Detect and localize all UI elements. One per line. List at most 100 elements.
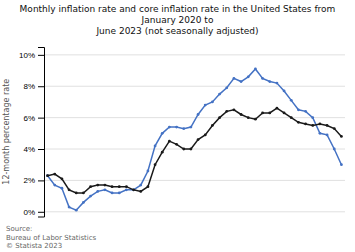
point [311,124,314,127]
point [225,86,228,89]
tick-mark [38,86,44,87]
tick-mark [38,180,44,181]
point [276,82,279,85]
point [68,206,71,209]
point [204,104,207,107]
point [111,192,114,195]
point [240,113,243,116]
grid-line [44,54,345,55]
tick: 6% [23,114,44,123]
grid-line [44,180,345,181]
point [240,80,243,83]
point [326,133,329,136]
tick-label: 10% [19,51,35,60]
point [233,108,236,111]
series-group [46,68,343,212]
point [340,163,343,166]
tick-mark [38,118,44,119]
point [132,188,135,191]
point [125,185,128,188]
point [82,201,85,204]
plot: 0%2%4%6%8%10%12-month percentage rate [2,48,345,218]
point [182,148,185,151]
point [75,192,78,195]
grid-line [44,86,345,87]
point [304,110,307,113]
grid [44,55,345,212]
point [147,170,150,173]
point [96,190,99,193]
point [254,118,257,121]
chart: Monthly inflation rate and core inflatio… [0,0,355,252]
point [261,77,264,80]
source-line: Bureau of Labor Statistics [6,234,97,242]
point [139,184,142,187]
tick: 2% [23,176,44,185]
source-line: Source: [6,225,32,233]
point [125,188,128,191]
point [75,209,78,212]
point [247,75,250,78]
point [326,124,329,127]
point [261,112,264,115]
point [154,163,157,166]
point [268,80,271,83]
point [53,184,56,187]
point [283,90,286,93]
grid-line [44,149,345,150]
point [139,190,142,193]
point [118,185,121,188]
point [319,123,322,126]
point [147,185,150,188]
tick: 8% [23,82,44,91]
point [111,185,114,188]
title-line: January 2020 to [141,15,214,25]
point [46,174,49,177]
point [190,148,193,151]
series-line [48,108,342,193]
tick-label: 6% [23,114,35,123]
tick: 4% [23,145,44,154]
point [304,123,307,126]
point [53,173,56,176]
tick: 0% [23,208,44,217]
point [118,192,121,195]
tick-mark [38,149,44,150]
point [61,177,64,180]
point [218,116,221,119]
point [197,138,200,141]
point [268,112,271,115]
point [168,140,171,143]
y-axis: 0% 2% 4% 6% 8% 10% [19,48,45,218]
axis-line [38,48,45,218]
point [247,116,250,119]
source-line: © Statista 2023 [6,242,62,250]
point [218,93,221,96]
series-line [48,69,342,210]
source-note: Source:Bureau of Labor Statistics© Stati… [6,225,97,250]
point [333,148,336,151]
point [182,127,185,130]
tick-label: 2% [23,176,35,185]
tick-label: 0% [23,208,35,217]
point [233,77,236,80]
point [225,110,228,113]
tick-label: 8% [23,82,35,91]
point [82,192,85,195]
grid-line [44,117,345,118]
point [168,126,171,129]
point [211,101,214,104]
point [104,188,107,191]
point [161,151,164,154]
tick-label: 4% [23,145,35,154]
title: Monthly inflation rate and core inflatio… [20,4,336,36]
point [283,112,286,115]
point [175,143,178,146]
point [89,185,92,188]
tick-mark [38,212,44,213]
point [68,188,71,191]
tick-mark [38,55,44,56]
point [46,174,49,177]
point [154,144,157,147]
point [211,124,214,127]
